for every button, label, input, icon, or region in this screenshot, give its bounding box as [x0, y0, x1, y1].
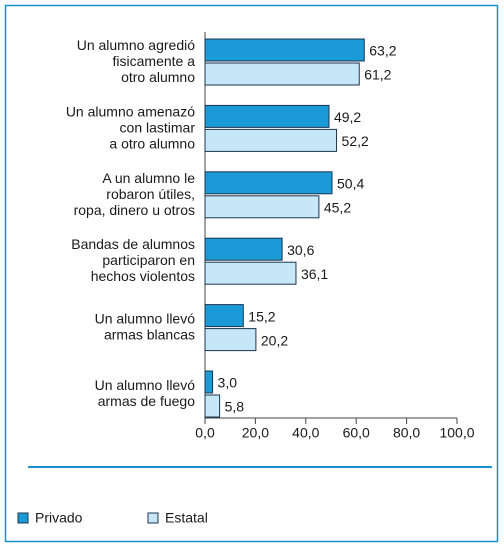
- bar: [204, 328, 257, 352]
- category-label: Un alumno llevó armas de fuego: [95, 377, 196, 409]
- value-label: 63,2: [369, 43, 396, 59]
- value-label: 52,2: [342, 133, 369, 149]
- category-label: Un alumno llevó armas blancas: [95, 310, 196, 342]
- bar: [204, 195, 320, 219]
- bar: [204, 304, 244, 328]
- category-label: Bandas de alumnos participaron en hechos v…: [71, 236, 195, 284]
- value-label: 5,8: [225, 399, 245, 415]
- legend-swatch: [17, 512, 29, 524]
- value-label: 15,2: [248, 308, 275, 324]
- legend-swatch: [147, 512, 159, 524]
- x-tick-label: 40,0: [292, 425, 319, 441]
- legend-label: Estatal: [165, 510, 208, 526]
- value-label: 49,2: [334, 109, 361, 125]
- bar: [204, 171, 333, 195]
- x-tick-label: 20,0: [242, 425, 269, 441]
- x-tick-label: 60,0: [343, 425, 370, 441]
- value-label: 45,2: [324, 200, 351, 216]
- x-tick-label: 100,0: [439, 425, 474, 441]
- category-label: A un alumno le robaron útiles, ropa, diner…: [74, 170, 196, 218]
- value-label: 50,4: [337, 176, 364, 192]
- value-label: 20,2: [261, 332, 288, 348]
- category-label: Un alumno amenazó con lastimar a otro alum…: [66, 103, 196, 151]
- bar: [204, 128, 338, 152]
- x-tick-label: 0,0: [195, 425, 215, 441]
- bar: [204, 62, 360, 86]
- bar: [204, 394, 221, 418]
- category-label: Un alumno agredió fisicamente a otro alumn…: [77, 37, 196, 85]
- value-label: 61,2: [364, 67, 391, 83]
- bar: [204, 104, 330, 128]
- bar: [204, 237, 283, 261]
- bar: [204, 261, 297, 285]
- x-tick-label: 80,0: [393, 425, 420, 441]
- value-label: 3,0: [218, 375, 238, 391]
- value-label: 30,6: [287, 242, 314, 258]
- value-label: 36,1: [301, 266, 328, 282]
- legend-label: Privado: [35, 510, 83, 526]
- bar: [204, 38, 365, 62]
- bar: [204, 370, 214, 394]
